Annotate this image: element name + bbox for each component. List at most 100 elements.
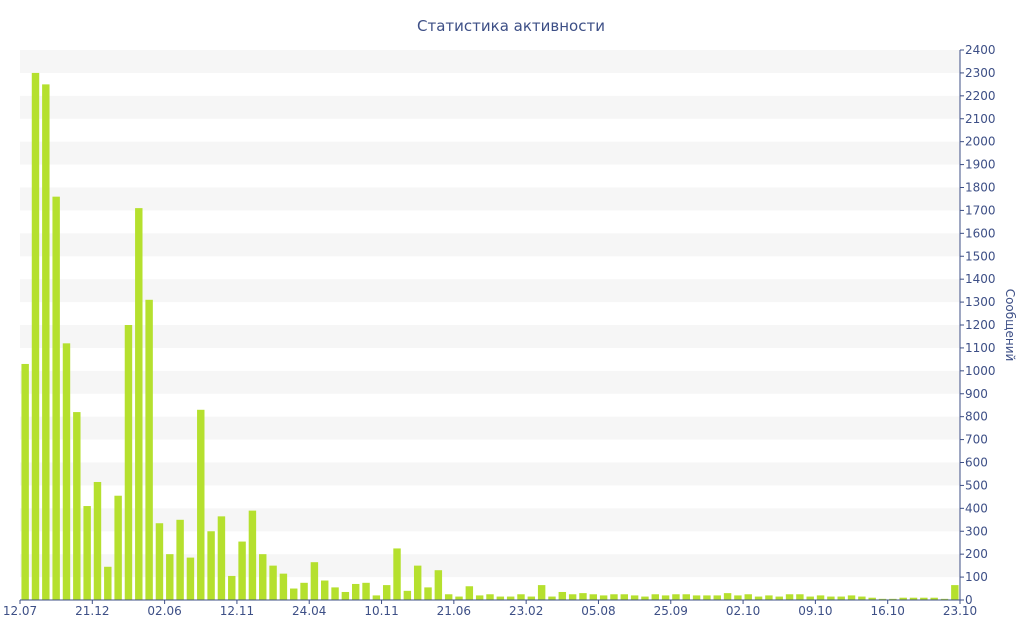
bar — [651, 594, 659, 600]
bar — [372, 595, 381, 600]
bar — [382, 585, 391, 600]
bar — [362, 582, 370, 600]
bar — [21, 363, 29, 600]
bar — [145, 299, 153, 600]
y-tick-label: 400 — [965, 501, 988, 515]
grid-band — [20, 95, 960, 119]
x-tick-label: 09.10 — [798, 604, 832, 618]
x-tick-label: 16.10 — [871, 604, 905, 618]
bar — [909, 597, 918, 600]
y-ticks: 0 100 200 300 400 500 600 700 800 900 1000 1100 1200… — [960, 43, 996, 607]
bar — [475, 595, 484, 600]
bar — [672, 594, 680, 600]
bar — [176, 519, 184, 600]
bar — [837, 596, 845, 600]
bar — [217, 516, 226, 600]
grid-band — [20, 416, 960, 440]
bar — [104, 566, 112, 600]
grid-band — [20, 325, 960, 348]
bar — [548, 596, 556, 600]
bar — [300, 582, 308, 600]
bar — [527, 596, 536, 600]
bar — [920, 597, 928, 600]
x-tick-label: 05.08 — [581, 604, 615, 618]
bar — [290, 588, 298, 600]
bar — [186, 557, 195, 600]
bar — [765, 595, 773, 600]
y-tick-label: 500 — [965, 478, 988, 492]
y-tick-label: 1100 — [965, 341, 996, 355]
grid-band — [20, 233, 960, 257]
bar — [155, 523, 164, 600]
bar — [248, 510, 257, 600]
bar — [558, 591, 567, 600]
bar — [393, 548, 401, 600]
bar — [630, 595, 639, 600]
bar — [796, 594, 804, 600]
bar — [827, 596, 835, 600]
y-tick-label: 1500 — [965, 249, 996, 263]
bar — [537, 585, 546, 600]
y-tick-label: 1900 — [965, 158, 996, 172]
bar — [713, 595, 721, 600]
y-tick-label: 1200 — [965, 318, 996, 332]
x-tick-label: 23.10 — [943, 604, 977, 618]
y-tick-label: 0 — [965, 593, 973, 607]
bar — [858, 596, 866, 600]
y-tick-label: 300 — [965, 524, 988, 538]
y-tick-label: 1600 — [965, 226, 996, 240]
bar — [73, 412, 81, 600]
bar — [703, 595, 711, 600]
bar — [847, 595, 856, 600]
bar — [641, 596, 649, 600]
x-tick-label: 12.07 — [3, 604, 37, 618]
y-tick-label: 1300 — [965, 295, 996, 309]
y-tick-label: 700 — [965, 433, 988, 447]
y-tick-label: 1000 — [965, 364, 996, 378]
y-tick-label: 900 — [965, 387, 988, 401]
bar — [465, 586, 474, 600]
grid-band — [20, 187, 960, 211]
grid-band — [20, 370, 960, 394]
bar — [238, 541, 246, 600]
bar — [517, 594, 525, 600]
grid-bands — [20, 50, 960, 578]
bar — [579, 593, 587, 600]
bar — [207, 531, 215, 600]
bar — [228, 575, 236, 600]
bar — [692, 595, 701, 600]
y-tick-label: 1400 — [965, 272, 996, 286]
bar — [620, 594, 629, 600]
x-tick-label: 02.06 — [147, 604, 181, 618]
bar — [506, 596, 515, 600]
bar — [310, 562, 319, 600]
bar — [42, 84, 50, 600]
x-tick-label: 25.09 — [654, 604, 688, 618]
bar — [486, 594, 494, 600]
bar — [785, 594, 794, 600]
y-tick-label: 2400 — [965, 43, 996, 57]
bar — [868, 597, 876, 600]
chart-title: Статистика активности — [417, 17, 605, 35]
x-tick-label: 24.04 — [292, 604, 326, 618]
bar — [568, 594, 577, 600]
x-tick-label: 02.10 — [726, 604, 760, 618]
bars — [21, 72, 959, 600]
y-tick-label: 2100 — [965, 112, 996, 126]
bar — [135, 208, 143, 600]
bar — [444, 594, 453, 600]
bar — [610, 594, 618, 600]
bar — [723, 593, 732, 600]
bar — [197, 409, 205, 600]
grid-band — [20, 462, 960, 486]
bar — [434, 570, 443, 600]
grid-band — [20, 50, 960, 73]
x-tick-label: 23.02 — [509, 604, 543, 618]
bar — [816, 595, 825, 600]
bar — [889, 598, 897, 600]
y-tick-label: 2200 — [965, 89, 996, 103]
bar — [83, 506, 91, 600]
bar — [413, 565, 422, 600]
bar — [341, 591, 350, 600]
